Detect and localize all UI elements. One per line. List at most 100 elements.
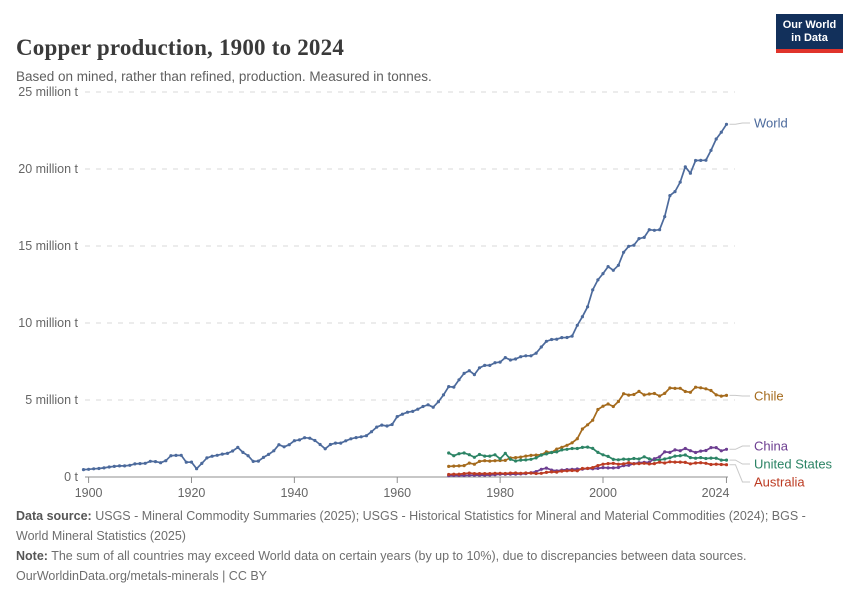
series-point-world — [493, 361, 497, 365]
series-point-world — [390, 422, 394, 427]
legend-connector — [729, 464, 750, 483]
series-point-china — [678, 449, 682, 453]
series-point-world — [123, 464, 127, 468]
series-point-world — [375, 425, 379, 429]
series-point-united-states — [591, 446, 595, 450]
legend-label-world[interactable]: World — [754, 116, 788, 131]
series-point-world — [395, 415, 399, 419]
x-axis-label: 1940 — [280, 486, 308, 500]
series-point-world — [416, 407, 420, 411]
series-point-chile — [555, 447, 559, 451]
series-point-australia — [616, 462, 621, 466]
series-line-world[interactable] — [82, 123, 728, 471]
series-point-world — [431, 405, 435, 409]
series-point-united-states — [447, 451, 451, 455]
series-point-world — [246, 454, 250, 458]
series-point-china — [652, 457, 657, 461]
series-point-china — [673, 448, 677, 452]
series-point-chile — [452, 464, 456, 468]
series-point-world — [678, 180, 682, 184]
series-point-china — [544, 466, 549, 470]
x-axis-label: 1900 — [75, 486, 103, 500]
series-point-world — [210, 454, 214, 458]
series-point-chile — [560, 445, 564, 449]
series-point-united-states — [724, 458, 729, 462]
legend-label-china[interactable]: China — [754, 439, 789, 454]
series-point-united-states — [688, 456, 693, 460]
legend-connector — [729, 459, 750, 465]
series-point-world — [462, 371, 466, 375]
series-point-united-states — [719, 458, 723, 462]
series-point-united-states — [668, 456, 672, 460]
series-point-world — [704, 158, 708, 162]
series-point-united-states — [601, 453, 605, 457]
series-point-world — [724, 122, 729, 126]
series-point-world — [591, 288, 595, 292]
series-point-united-states — [457, 452, 461, 456]
series-point-united-states — [493, 453, 497, 457]
series-point-united-states — [488, 454, 492, 458]
series-point-chile — [477, 459, 482, 463]
series-point-australia — [452, 472, 456, 476]
series-point-world — [220, 452, 224, 456]
series-point-australia — [498, 471, 502, 475]
series-point-china — [688, 449, 693, 453]
series-point-australia — [508, 471, 512, 475]
series-point-chile — [647, 392, 651, 396]
series-point-world — [555, 337, 559, 341]
series-point-australia — [637, 462, 641, 466]
chart-footer: Data source: USGS - Mineral Commodity Su… — [16, 506, 834, 586]
series-point-world — [241, 450, 245, 454]
series-point-world — [400, 412, 404, 416]
series-point-australia — [493, 471, 497, 475]
series-point-chile — [483, 459, 487, 463]
y-axis-label: 20 million t — [18, 162, 78, 176]
series-point-world — [195, 467, 199, 471]
series-point-australia — [632, 462, 636, 466]
legend-label-chile[interactable]: Chile — [754, 389, 784, 404]
license-link[interactable]: OurWorldinData.org/metals-minerals | CC … — [16, 569, 268, 583]
series-point-world — [673, 190, 677, 194]
series-point-china — [719, 449, 723, 453]
series-point-world — [292, 439, 296, 443]
series-point-chile — [575, 437, 579, 441]
series-point-chile — [683, 389, 687, 394]
series-point-chile — [694, 385, 698, 389]
series-point-world — [87, 467, 91, 471]
series-point-australia — [550, 470, 554, 474]
series-point-united-states — [637, 457, 641, 461]
series-point-united-states — [683, 453, 687, 457]
series-point-united-states — [550, 450, 554, 455]
series-point-world — [200, 461, 204, 465]
series-point-world — [652, 228, 657, 232]
series-point-world — [447, 385, 451, 389]
series-point-world — [380, 423, 384, 427]
series-point-australia — [596, 464, 600, 468]
series-point-united-states — [642, 455, 646, 459]
series-point-world — [709, 148, 713, 152]
series-point-world — [128, 463, 132, 467]
series-point-world — [153, 460, 158, 464]
series-point-china — [694, 450, 698, 455]
owid-logo[interactable]: Our World in Data — [776, 14, 843, 53]
series-point-australia — [647, 462, 651, 466]
series-point-australia — [580, 466, 585, 471]
series-point-australia — [699, 461, 703, 465]
series-point-china — [658, 455, 662, 459]
series-point-chile — [699, 386, 703, 390]
note-text: The sum of all countries may exceed Worl… — [47, 549, 747, 563]
series-point-world — [683, 165, 687, 169]
series-point-chile — [462, 464, 466, 468]
legend-label-australia[interactable]: Australia — [754, 475, 805, 490]
series-point-chile — [678, 386, 682, 390]
series-point-china — [601, 466, 605, 470]
series-point-australia — [709, 462, 713, 467]
series-point-chile — [580, 427, 585, 431]
series-point-world — [514, 357, 518, 361]
series-point-united-states — [616, 458, 621, 462]
series-point-world — [308, 436, 312, 440]
series-point-world — [688, 171, 693, 175]
legend-label-united-states[interactable]: United States — [754, 457, 833, 472]
series-point-united-states — [503, 451, 507, 455]
